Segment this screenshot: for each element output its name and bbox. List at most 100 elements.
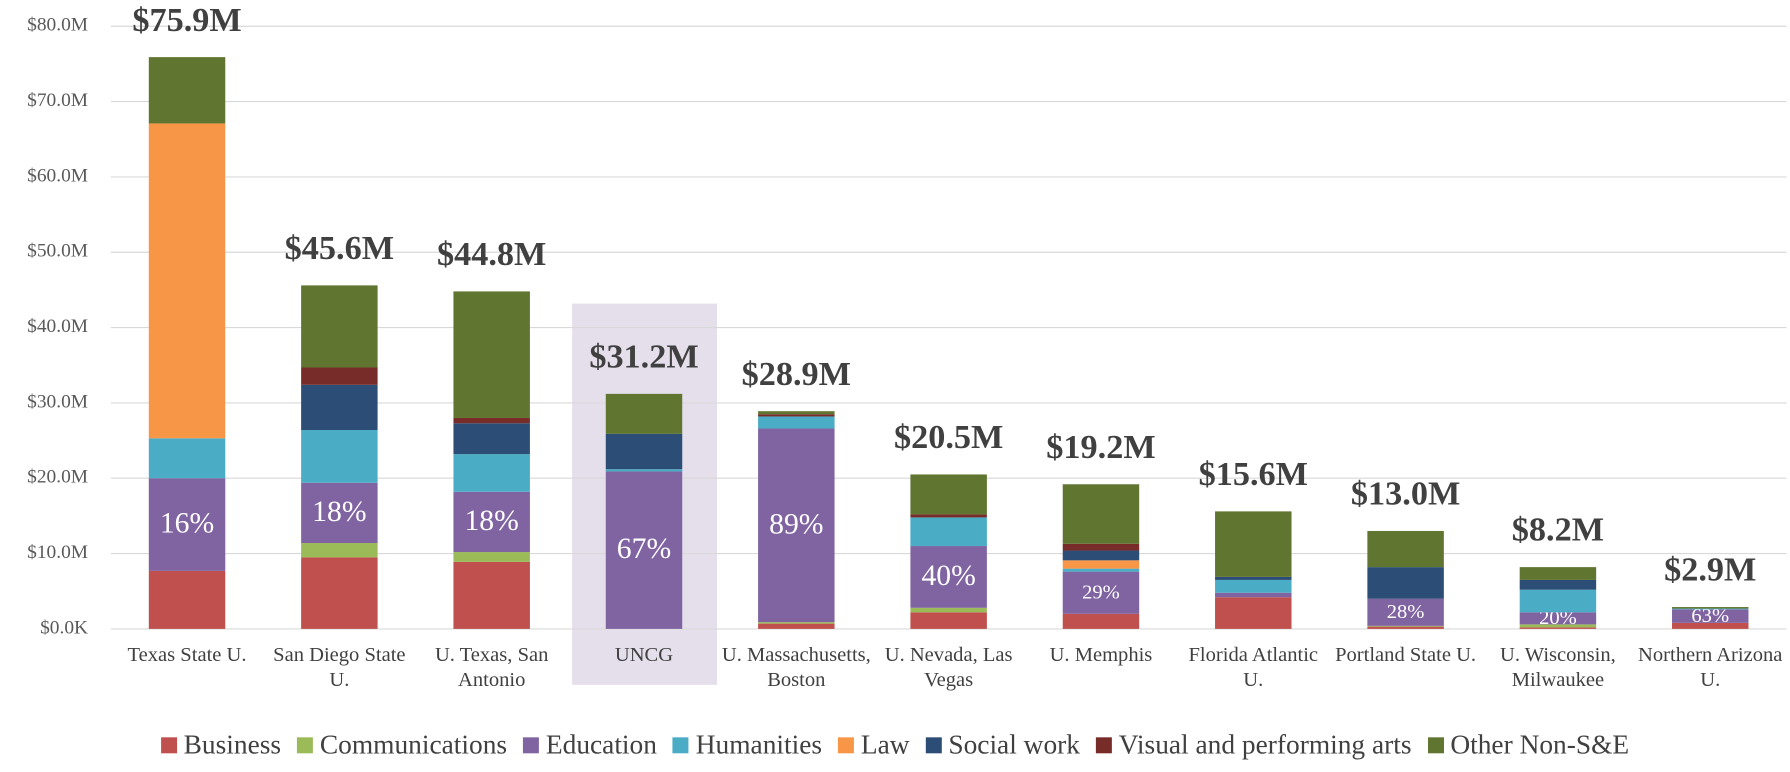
legend-label: Visual and performing arts [1118,730,1412,761]
x-tick-label: Portland State U. [1335,642,1477,666]
total-label: $45.6M [285,229,394,267]
share-label: 20% [1539,607,1577,629]
bar-segment [1062,484,1140,544]
bar-segment [453,291,530,418]
bar-segment [758,428,835,623]
bar-segment [1672,608,1749,610]
x-label-box: Florida Atlantic U. [1188,642,1319,691]
x-label-box: U. Massachusetts, Boston [722,643,871,691]
bar-segment [1519,624,1597,628]
total-label: $75.9M [132,1,241,39]
legend-item: Humanities [672,730,823,761]
legend: Business Communications Education Humanitie… [0,730,1790,761]
x-tick-label: Texas State U. [127,642,247,666]
bar-segment [605,393,683,434]
legend-label: Social work [948,730,1080,761]
share-label: 18% [464,505,518,537]
bar-segment [453,491,530,553]
bar-segment [910,612,987,629]
bar-segment [1062,568,1140,572]
y-tick-label: $50.0M [27,241,88,262]
bar-segment [758,623,835,629]
bar-segment [148,570,226,629]
bar-segment [1519,579,1597,590]
x-label-box: Portland State U. [1335,642,1477,666]
bar-segment [301,543,378,558]
total-label: $44.8M [437,235,546,273]
x-tick-label: U. Memphis [1049,642,1153,666]
bar-segment [453,417,530,424]
x-label-box: San Diego State U. [273,643,405,691]
total-label: $13.0M [1351,475,1460,513]
bar-segment [1062,543,1140,551]
legend-label: Law [860,730,910,761]
bar-segment [1519,589,1597,613]
bar-segment [605,469,683,472]
bar-segment [605,471,683,629]
bar-segment [1672,609,1749,623]
x-tick-label: Florida Atlantic U. [1188,642,1319,691]
legend-swatch [838,737,855,754]
x-label-box: Texas State U. [127,642,247,666]
share-label: 18% [312,496,366,528]
bar-segment [453,552,530,562]
y-tick-label: $70.0M [27,90,88,111]
bar-segment [301,384,378,431]
bar-segment [605,433,683,470]
legend-label: Other Non-S&E [1450,730,1630,761]
legend-label: Education [545,730,657,761]
y-tick-label: $80.0M [27,15,88,36]
bar-segment [1215,579,1292,593]
total-label: $19.2M [1046,428,1155,466]
share-label: 67% [617,533,671,565]
bar-segment [301,367,378,385]
legend-swatch [1427,737,1444,754]
bar-segment [1062,560,1140,569]
legend-item: Business [160,730,282,761]
x-tick-label: U. Texas, San Antonio [434,642,549,691]
bar-segment [1062,550,1140,561]
x-label-box: Northern Arizona U. [1638,642,1783,691]
legend-item: Visual and performing arts [1095,730,1412,761]
bar-segment [453,423,530,455]
legend-label: Business [183,730,282,761]
share-label: 40% [921,560,975,592]
share-label: 89% [769,508,823,540]
bar-segment [148,57,226,124]
bar-segment [148,438,226,479]
share-label: 28% [1387,601,1425,623]
bar-segment [301,285,378,368]
bar-segment [1519,627,1597,629]
y-tick-label: $30.0M [27,391,88,412]
bar-segment [910,474,987,515]
legend-label: Humanities [695,730,823,761]
x-tick-label: Northern Arizona U. [1638,642,1783,691]
bar-segment [1367,598,1444,626]
legend-swatch [672,737,689,754]
bar-segment [1367,625,1444,627]
total-label: $2.9M [1664,551,1756,589]
share-label: 16% [160,508,214,540]
bar-segment [758,414,835,417]
bar-segment [1367,567,1444,599]
x-tick-label: UNCG [614,642,674,666]
bar-segment [148,123,226,439]
y-tick-label: $40.0M [27,316,88,337]
x-label-box: UNCG [614,642,674,666]
share-label: 63% [1691,605,1729,627]
bar-segment [758,411,835,415]
bar-segment [1062,571,1140,614]
bar-segment [910,607,987,613]
x-label-box: U. Memphis [1049,642,1153,666]
y-tick-label: $0.0K [40,617,88,638]
x-label-box: U. Nevada, Las Vegas [885,643,1013,691]
bar-segment [1519,612,1597,625]
bar-segment [910,514,987,518]
x-label-box: U. Wisconsin, Milwaukee [1500,643,1616,691]
y-tick-label: $10.0M [27,542,88,563]
bar-segment [910,517,987,547]
legend-swatch [1095,737,1112,754]
legend-box: Business Communications Education Humanitie… [0,730,1790,761]
bar-segment [1519,567,1597,580]
legend-swatch [925,737,942,754]
